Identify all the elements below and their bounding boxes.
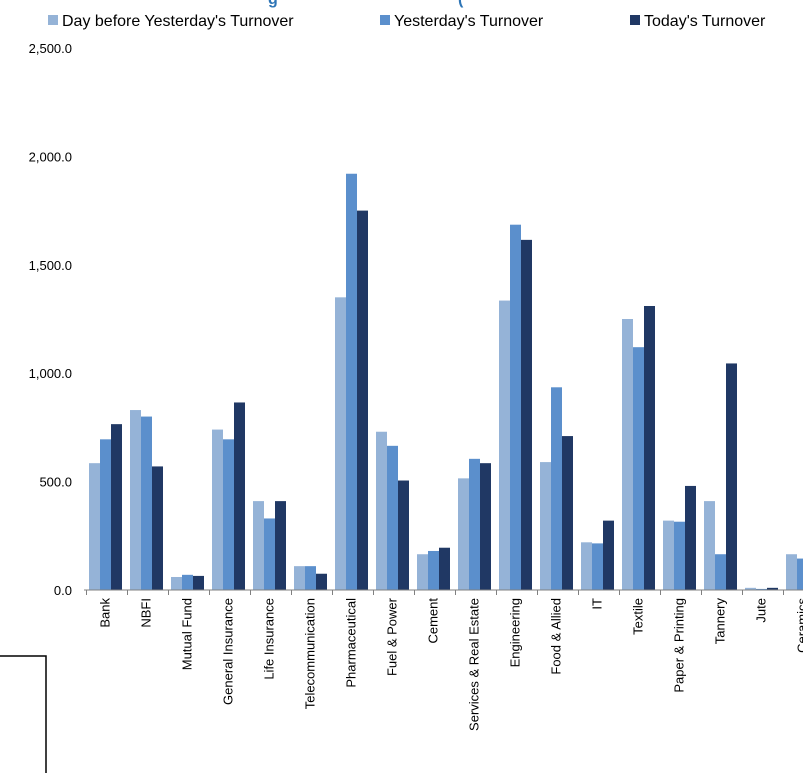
legend-label-1: Yesterday's Turnover: [394, 13, 544, 30]
x-category-label: Telecommunication: [303, 598, 318, 709]
legend-swatch-1: [380, 15, 390, 25]
legend: Day before Yesterday's Turnover Yesterday…: [48, 13, 766, 30]
bar-13-1: [633, 347, 644, 590]
chart-title-fragment: (: [458, 0, 464, 8]
bar-14-0: [663, 520, 674, 590]
bar-4-0: [253, 501, 264, 590]
bar-1-0: [130, 410, 141, 590]
y-tick-label: 1,500.0: [29, 258, 72, 273]
x-category-label: Food & Allied: [549, 598, 564, 675]
x-category-label: Engineering: [508, 598, 523, 667]
bar-16-1: [756, 588, 767, 590]
x-category-label: IT: [590, 598, 605, 610]
bar-3-0: [212, 429, 223, 590]
x-category-label: Ceramics: [795, 598, 803, 653]
bar-13-0: [622, 319, 633, 590]
y-tick-label: 2,500.0: [29, 41, 72, 56]
x-category-label: Bank: [98, 598, 113, 628]
bar-17-1: [797, 558, 803, 590]
bar-2-1: [182, 574, 193, 590]
bar-6-0: [335, 297, 346, 590]
bar-9-0: [458, 478, 469, 590]
x-category-label: Tannery: [713, 598, 728, 645]
bar-5-2: [316, 573, 327, 590]
bar-12-2: [603, 520, 614, 590]
bar-10-1: [510, 224, 521, 590]
bar-8-1: [428, 550, 439, 590]
x-category-label: Textile: [631, 598, 646, 635]
y-tick-label: 0.0: [54, 583, 72, 598]
x-category-label: Services & Real Estate: [467, 598, 482, 731]
legend-label-2: Today's Turnover: [644, 13, 766, 30]
x-category-label: Pharmaceutical: [344, 598, 359, 688]
bar-0-2: [111, 424, 122, 590]
bar-2-0: [171, 576, 182, 590]
x-category-label: NBFI: [139, 598, 154, 628]
bar-17-0: [786, 554, 797, 590]
legend-swatch-0: [48, 15, 58, 25]
bar-8-2: [439, 547, 450, 590]
bar-7-0: [376, 431, 387, 590]
bar-14-2: [685, 485, 696, 590]
bar-6-2: [357, 210, 368, 590]
bar-9-1: [469, 458, 480, 590]
x-category-label: General Insurance: [221, 598, 236, 705]
x-category-label: Life Insurance: [262, 598, 277, 680]
bar-9-2: [480, 463, 491, 590]
bar-1-1: [141, 416, 152, 590]
bar-15-0: [704, 501, 715, 590]
bar-10-2: [521, 239, 532, 591]
legend-label-0: Day before Yesterday's Turnover: [62, 13, 294, 30]
bar-14-1: [674, 521, 685, 590]
bar-2-2: [193, 575, 204, 590]
bar-7-2: [398, 480, 409, 590]
bar-7-1: [387, 445, 398, 590]
bar-5-1: [305, 566, 316, 590]
bar-11-1: [551, 387, 562, 590]
x-category-label: Paper & Printing: [672, 598, 687, 693]
y-tick-label: 1,000.0: [29, 366, 72, 381]
bar-3-2: [234, 402, 245, 590]
y-tick-label: 500.0: [39, 475, 72, 490]
bar-3-1: [223, 439, 234, 590]
text-box-border: [0, 655, 47, 773]
x-category-label: Cement: [426, 598, 441, 644]
legend-swatch-2: [630, 15, 640, 25]
bar-16-0: [745, 587, 756, 590]
bar-4-1: [264, 518, 275, 590]
chart-title-fragment: g: [268, 0, 278, 8]
bar-11-2: [562, 436, 573, 590]
bars: [89, 173, 803, 591]
bar-10-0: [499, 300, 510, 590]
bar-1-2: [152, 466, 163, 590]
bar-15-1: [715, 554, 726, 590]
bar-12-1: [592, 543, 603, 590]
x-category-label: Mutual Fund: [180, 598, 195, 670]
bar-6-1: [346, 173, 357, 590]
bar-4-2: [275, 501, 286, 590]
bar-5-0: [294, 566, 305, 590]
bar-12-0: [581, 542, 592, 590]
bar-15-2: [726, 363, 737, 590]
bar-0-0: [89, 463, 100, 590]
x-category-label: Jute: [754, 598, 769, 623]
bar-13-2: [644, 305, 655, 590]
bar-8-0: [417, 554, 428, 590]
y-tick-label: 2,000.0: [29, 149, 72, 164]
x-category-label: Fuel & Power: [385, 597, 400, 676]
x-axis: Bank NBFI Mutual Fund General Insurance Life…: [84, 589, 803, 731]
bar-11-0: [540, 462, 551, 590]
y-axis: 0.0 500.0 1,000.0 1,500.0 2,000.0 2,500.0: [29, 41, 72, 598]
bar-16-2: [767, 587, 778, 590]
bar-0-1: [100, 439, 111, 590]
